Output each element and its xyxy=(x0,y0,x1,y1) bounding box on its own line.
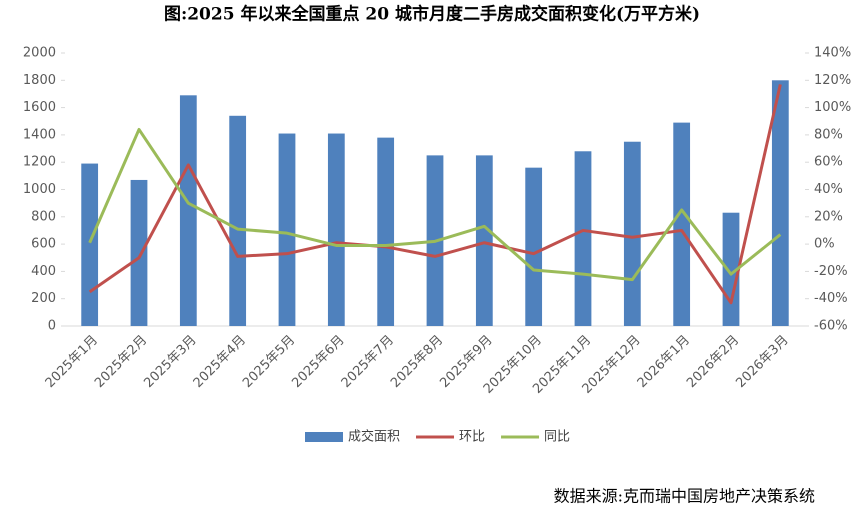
y-tick-label: 1000 xyxy=(23,182,56,197)
legend-label: 同比 xyxy=(544,430,570,445)
legend-swatch xyxy=(305,432,343,442)
y-tick-label: 200 xyxy=(31,291,56,306)
y2-tick-label: 100% xyxy=(814,100,851,115)
x-tick-label: 2026年3月 xyxy=(733,333,791,391)
y-tick-label: 2000 xyxy=(23,46,56,61)
y2-tick-label: -20% xyxy=(814,264,848,279)
x-tick-label: 2026年1月 xyxy=(635,333,693,391)
x-tick-label: 2025年7月 xyxy=(339,333,397,391)
bar xyxy=(278,133,296,326)
y2-tick-label: 40% xyxy=(814,182,843,197)
bar xyxy=(130,179,148,326)
bar xyxy=(673,122,691,327)
y2-tick-label: 60% xyxy=(814,155,843,170)
bar xyxy=(525,167,543,326)
bar xyxy=(377,137,395,326)
x-tick-label: 2025年4月 xyxy=(191,333,249,391)
x-tick-label: 2025年2月 xyxy=(92,333,150,391)
y2-tick-label: 0% xyxy=(814,237,835,252)
y-tick-label: 1400 xyxy=(23,127,56,142)
y-tick-label: 800 xyxy=(31,209,56,224)
y-tick-label: 1200 xyxy=(23,155,56,170)
x-tick-label: 2025年3月 xyxy=(141,333,199,391)
bar xyxy=(623,141,641,326)
y2-tick-label: 120% xyxy=(814,73,851,88)
y-tick-label: 0 xyxy=(48,319,56,334)
bar xyxy=(327,133,345,326)
bar xyxy=(229,115,247,326)
x-tick-label: 2026年2月 xyxy=(684,333,742,391)
bar xyxy=(179,95,197,326)
legend-label: 环比 xyxy=(459,430,485,445)
bar xyxy=(81,163,99,326)
y-tick-label: 1600 xyxy=(23,100,56,115)
y2-tick-label: 80% xyxy=(814,127,843,142)
y2-tick-label: -60% xyxy=(814,319,848,334)
x-tick-label: 2025年8月 xyxy=(388,333,446,391)
line xyxy=(88,127,782,282)
y2-tick-label: 140% xyxy=(814,46,851,61)
y-tick-label: 400 xyxy=(31,264,56,279)
legend-label: 成交面积 xyxy=(348,429,400,445)
source-note: 数据来源:克而瑞中国房地产决策系统 xyxy=(554,487,815,506)
y-tick-label: 600 xyxy=(31,237,56,252)
y2-tick-label: -40% xyxy=(814,291,848,306)
chart-title: 图:2025 年以来全国重点 20 城市月度二手房成交面积变化(万平方米) xyxy=(164,4,700,25)
bar xyxy=(574,151,592,326)
x-tick-label: 2025年5月 xyxy=(240,333,298,391)
x-tick-label: 2025年6月 xyxy=(289,333,347,391)
x-tick-label: 2025年1月 xyxy=(43,333,101,391)
y-tick-label: 1800 xyxy=(23,73,56,88)
y2-tick-label: 20% xyxy=(814,209,843,224)
bar xyxy=(771,80,789,326)
bar xyxy=(475,155,493,326)
